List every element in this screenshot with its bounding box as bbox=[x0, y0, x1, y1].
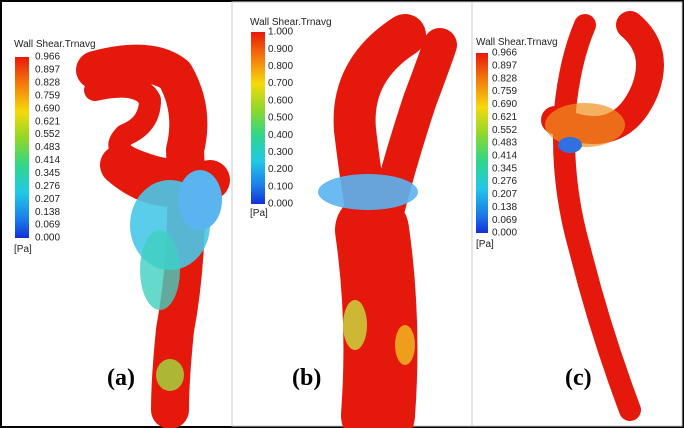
colorbar-tick: 0.207 bbox=[492, 189, 517, 200]
colorbar-tick: 0.690 bbox=[492, 99, 517, 110]
colorbar-tick: 0.552 bbox=[492, 125, 517, 136]
colorbar-unit: [Pa] bbox=[14, 244, 32, 255]
colorbar-tick: 0.069 bbox=[35, 220, 60, 231]
colorbar-tick: 0.900 bbox=[268, 44, 293, 55]
colorbar-tick: 0.897 bbox=[492, 60, 517, 71]
colorbar-tick: 0.483 bbox=[35, 142, 60, 153]
colorbar-tick: 0.000 bbox=[268, 199, 293, 210]
colorbar bbox=[15, 57, 29, 238]
colorbar-tick: 0.414 bbox=[35, 155, 60, 166]
colorbar-tick: 0.345 bbox=[492, 163, 517, 174]
colorbar-tick: 0.828 bbox=[35, 77, 60, 88]
colorbar-tick: 0.414 bbox=[492, 150, 517, 161]
colorbar bbox=[251, 32, 265, 204]
colorbar-tick: 0.828 bbox=[492, 73, 517, 84]
panel-label: (a) bbox=[107, 365, 135, 391]
colorbar-tick: 0.552 bbox=[35, 129, 60, 140]
colorbar-tick: 0.100 bbox=[268, 181, 293, 192]
figure: Wall Shear.Trnavg0.9660.8970.8280.7590.6… bbox=[0, 0, 684, 428]
colorbar-tick: 0.276 bbox=[35, 181, 60, 192]
colorbar-tick: 1.000 bbox=[268, 27, 293, 38]
colorbar-tick: 0.966 bbox=[492, 48, 517, 59]
colorbar-tick: 0.483 bbox=[492, 138, 517, 149]
colorbar-tick: 0.600 bbox=[268, 95, 293, 106]
colorbar-tick: 0.138 bbox=[35, 207, 60, 218]
panel-label: (c) bbox=[565, 365, 592, 391]
colorbar-title: Wall Shear.Trnavg bbox=[14, 39, 96, 50]
colorbar-tick: 0.200 bbox=[268, 164, 293, 175]
colorbar-tick: 0.069 bbox=[492, 215, 517, 226]
colorbar-tick: 0.207 bbox=[35, 194, 60, 205]
colorbar-tick: 0.897 bbox=[35, 65, 60, 76]
colorbar-tick: 0.000 bbox=[35, 233, 60, 244]
colorbar-title: Wall Shear.Trnavg bbox=[476, 37, 558, 48]
colorbar-unit: [Pa] bbox=[250, 208, 268, 219]
colorbar-tick: 0.700 bbox=[268, 78, 293, 89]
colorbar-tick: 0.138 bbox=[492, 202, 517, 213]
colorbar-tick: 0.000 bbox=[492, 228, 517, 239]
panel-label: (b) bbox=[292, 365, 321, 391]
colorbar-tick: 0.500 bbox=[268, 113, 293, 124]
colorbar-tick: 0.345 bbox=[35, 168, 60, 179]
colorbar-unit: [Pa] bbox=[476, 239, 494, 250]
colorbar-tick: 0.759 bbox=[35, 90, 60, 101]
colorbar-tick: 0.759 bbox=[492, 86, 517, 97]
colorbar-tick: 0.621 bbox=[35, 116, 60, 127]
colorbar-tick: 0.690 bbox=[35, 103, 60, 114]
colorbar-tick: 0.800 bbox=[268, 61, 293, 72]
colorbar-tick: 0.300 bbox=[268, 147, 293, 158]
colorbar-tick: 0.621 bbox=[492, 112, 517, 123]
colorbar-tick: 0.276 bbox=[492, 176, 517, 187]
colorbar-tick: 0.400 bbox=[268, 130, 293, 141]
colorbar bbox=[476, 53, 488, 233]
colorbar-tick: 0.966 bbox=[35, 52, 60, 63]
